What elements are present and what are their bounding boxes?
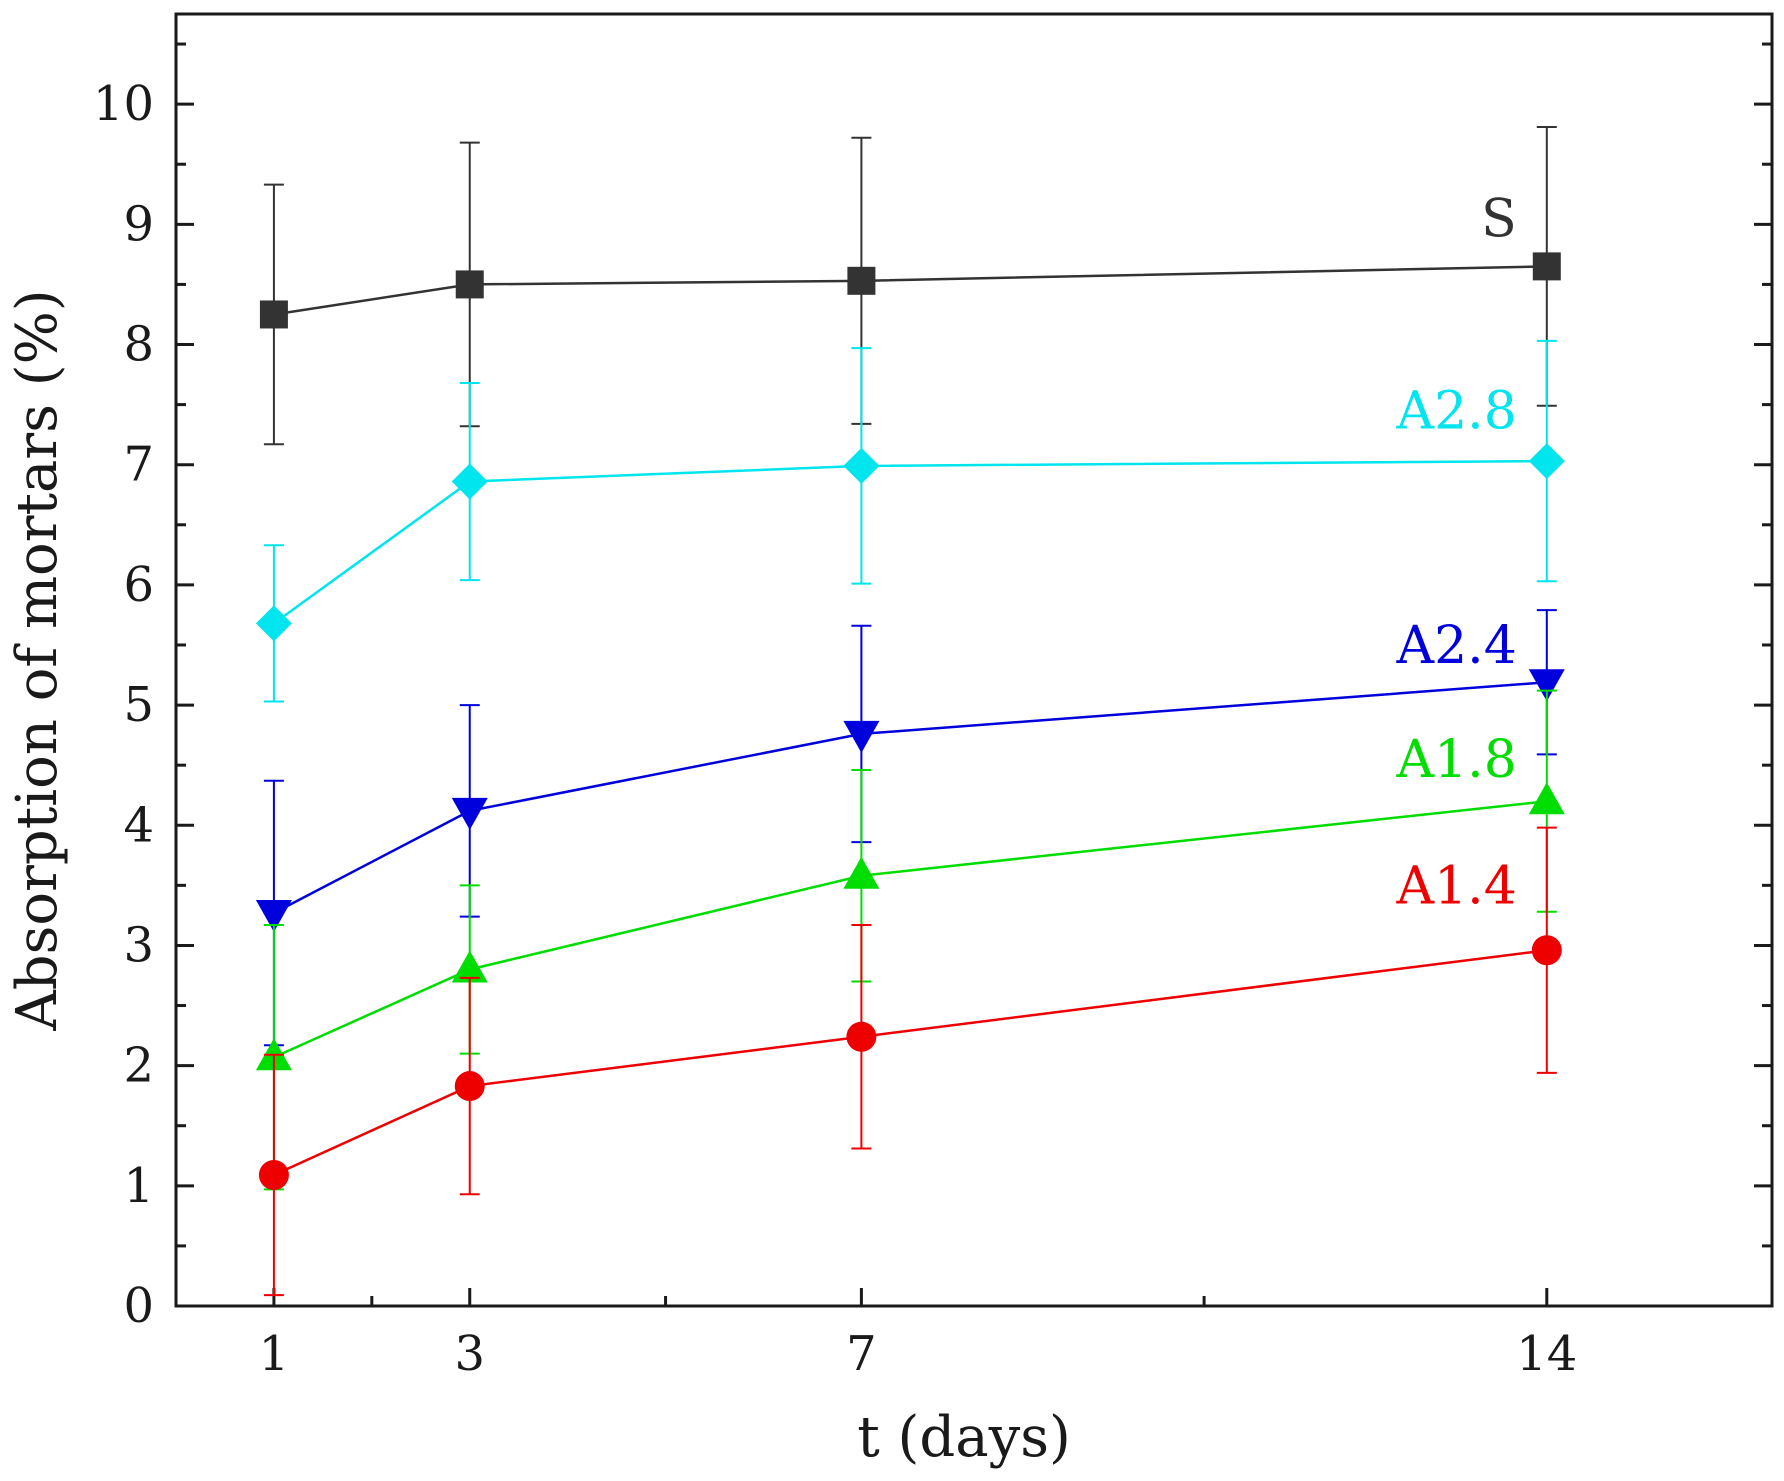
- y-tick-label: 4: [123, 797, 154, 853]
- data-point: [1528, 669, 1565, 702]
- series-label-a14: A1.4: [1396, 856, 1517, 916]
- data-point: [843, 720, 880, 753]
- x-axis-title: t (days): [857, 1405, 1071, 1470]
- data-point: [451, 463, 488, 500]
- data-point: [455, 270, 484, 299]
- data-point: [255, 605, 292, 642]
- x-tick-label: 7: [846, 1326, 877, 1382]
- series-label-a18: A1.8: [1396, 730, 1517, 790]
- y-tick-label: 9: [123, 196, 154, 252]
- data-point: [258, 1159, 289, 1190]
- y-tick-label: 6: [123, 557, 154, 613]
- series-a24: A2.4: [255, 609, 1565, 1047]
- y-axis-title: Absorption of mortars (%): [5, 289, 70, 1031]
- series-a14: A1.4: [258, 826, 1562, 1297]
- y-tick-label: 7: [123, 437, 154, 493]
- series-line: [273, 799, 1547, 1059]
- y-tick-label: 2: [123, 1038, 154, 1094]
- data-point: [1531, 935, 1562, 966]
- data-point: [451, 797, 488, 830]
- data-point: [255, 899, 292, 932]
- y-tick-label: 0: [123, 1278, 154, 1334]
- data-point: [454, 1071, 485, 1102]
- data-point: [847, 266, 876, 295]
- y-tick-label: 8: [123, 317, 154, 373]
- data-point: [259, 300, 288, 329]
- series-line: [273, 680, 1547, 915]
- series-line: [273, 949, 1547, 1177]
- data-point: [846, 1021, 877, 1052]
- series-line: [273, 459, 1547, 625]
- data-point: [843, 856, 880, 889]
- series-a18: A1.8: [255, 689, 1565, 1191]
- x-tick-label: 14: [1516, 1326, 1577, 1382]
- series-label-s: S: [1481, 189, 1517, 249]
- y-tick-label: 3: [123, 917, 154, 973]
- series-a28: A2.8: [255, 339, 1565, 703]
- y-tick-label: 5: [123, 677, 154, 733]
- data-point: [1532, 252, 1561, 281]
- series-label-a24: A2.4: [1396, 616, 1517, 676]
- data-point: [1528, 443, 1565, 480]
- x-tick-label: 3: [454, 1326, 485, 1382]
- series-label-a28: A2.8: [1396, 382, 1517, 442]
- data-point: [843, 447, 880, 484]
- plot-frame: [174, 12, 1774, 1308]
- series-line: [273, 265, 1547, 316]
- series-s: S: [259, 125, 1561, 446]
- series-layer: S A2.8 A2.4 A1.8 A1.4: [255, 125, 1565, 1297]
- axis-ticks: 0 1 2 3 4 5 6 7 8 9 10 1 3 7 14: [93, 42, 1772, 1382]
- data-point: [451, 950, 488, 983]
- y-tick-label: 1: [123, 1158, 154, 1214]
- data-point: [1528, 782, 1565, 815]
- x-tick-label: 1: [259, 1326, 290, 1382]
- y-tick-label: 10: [93, 76, 154, 132]
